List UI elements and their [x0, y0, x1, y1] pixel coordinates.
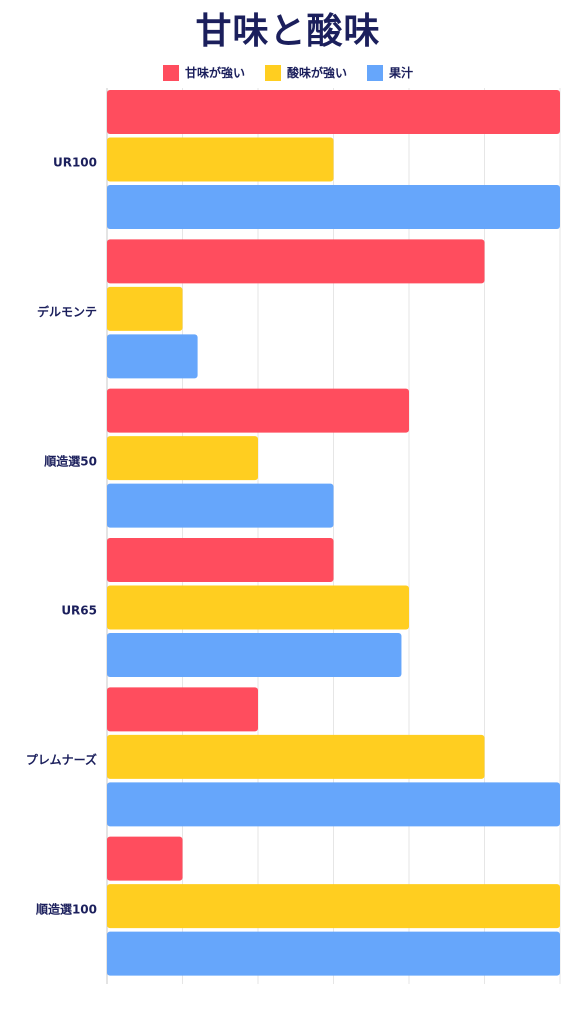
legend-label-sour: 酸味が強い [286, 66, 347, 80]
legend-swatch-sour [264, 64, 281, 81]
bar-sour [107, 436, 258, 481]
bar-sour [107, 884, 560, 929]
bar-juice [107, 334, 198, 379]
bar-juice [107, 633, 402, 677]
legend-item-sweet: 甘味が強い [162, 64, 245, 81]
bar-sour [107, 137, 334, 182]
legend-swatch-juice [367, 64, 383, 81]
bar-sour [107, 286, 183, 331]
bar-juice [107, 782, 560, 827]
bar-juice [107, 185, 560, 229]
category-label: UR100 [53, 156, 97, 170]
category-label: 順造選100 [35, 901, 97, 916]
bar-sweet [107, 538, 334, 582]
chart-title: 甘味と酸味 [195, 11, 381, 52]
legend-item-juice: 果汁 [367, 64, 413, 81]
category-label: デルモンテ [37, 304, 97, 319]
legend-label-sweet: 甘味が強い [184, 66, 245, 80]
bar-sweet [107, 90, 560, 134]
bar-juice [107, 483, 334, 528]
category-label: UR65 [61, 604, 97, 618]
category-label: 順造選50 [43, 453, 97, 468]
legend: 甘味が強い 酸味が強い 果汁 [0, 64, 576, 81]
legend-swatch-sweet [162, 64, 179, 81]
bar-sweet [107, 687, 258, 732]
legend-item-sour: 酸味が強い [264, 64, 347, 81]
category-label: プレムナーズ [26, 752, 97, 767]
bar-sour [107, 734, 485, 779]
bar-sweet [107, 836, 183, 881]
legend-label-juice: 果汁 [389, 66, 414, 80]
bar-sweet [107, 388, 409, 433]
bar-juice [107, 931, 560, 976]
bar-sweet [107, 239, 485, 284]
bar-sour [107, 585, 409, 630]
